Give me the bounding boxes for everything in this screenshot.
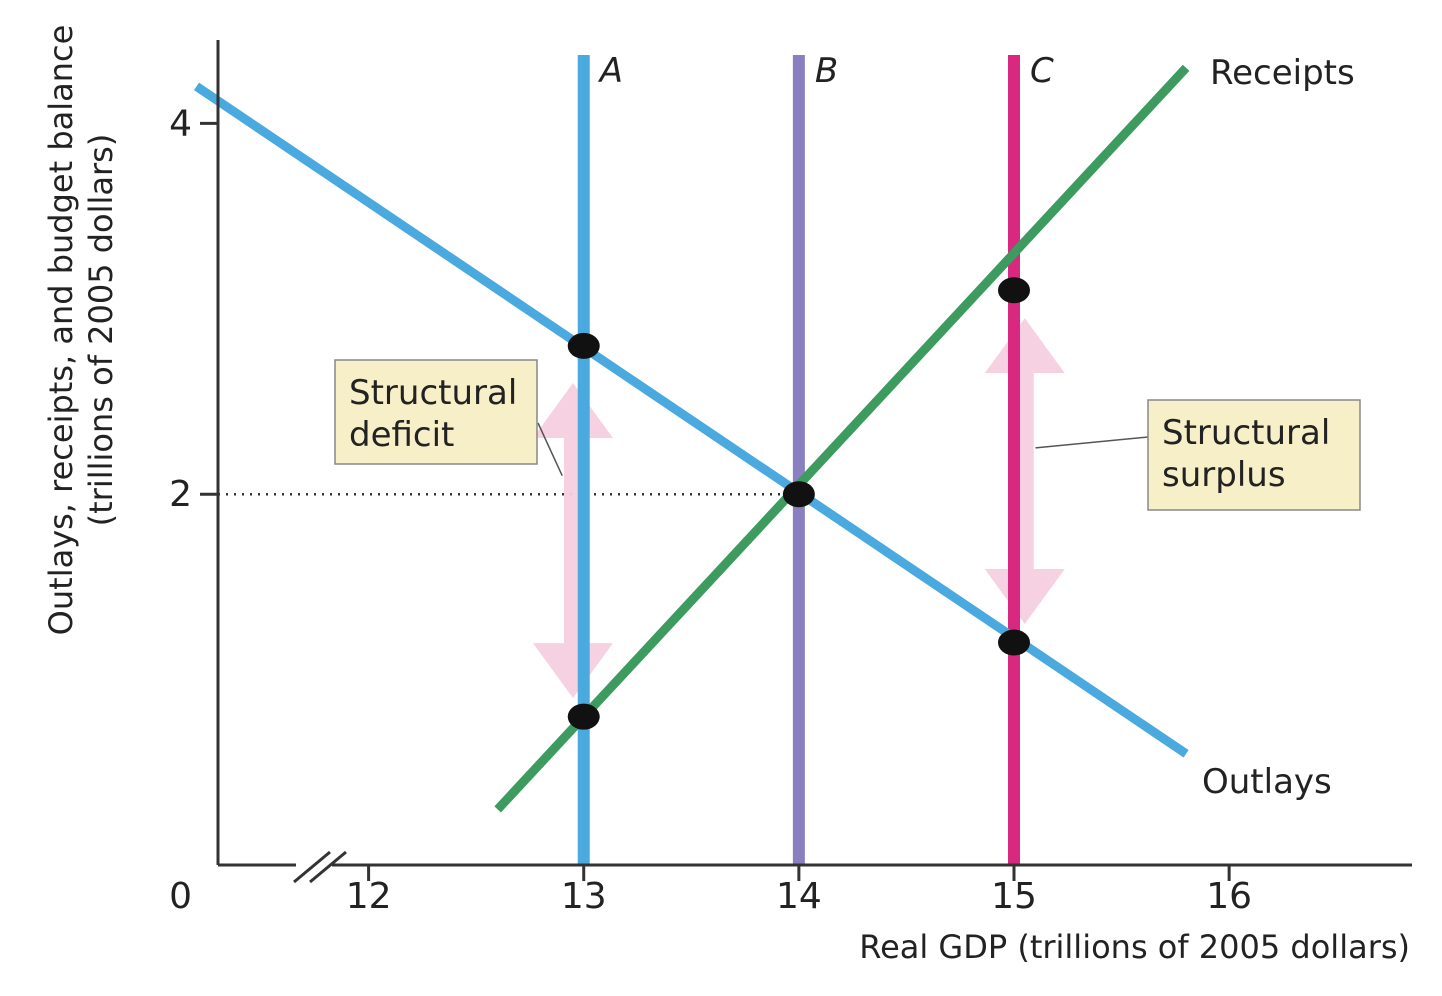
intersection-point-1 (567, 332, 600, 359)
double-arrow-1 (532, 382, 613, 699)
arrows-layer (532, 318, 1065, 699)
intersection-point-3 (782, 481, 815, 508)
structural-surplus-text-2: surplus (1162, 455, 1286, 495)
y-tick-label-4: 4 (169, 103, 192, 144)
y-tick-label-2: 2 (169, 474, 192, 515)
labels-layer: A B C 12 13 14 15 16 2 4 0 Real GDP (trillions of 2… (42, 25, 1410, 966)
intersection-point-5 (998, 629, 1030, 656)
intersection-point-2 (567, 703, 600, 730)
series-label-receipts: Receipts (1210, 53, 1355, 93)
vertical-line-label-c: C (1030, 51, 1054, 91)
axes (200, 40, 1412, 884)
origin-label: 0 (169, 876, 192, 917)
vertical-lines-layer (577, 55, 1020, 865)
x-tick-label-14: 14 (776, 876, 822, 917)
intersection-point-4 (998, 277, 1030, 304)
y-axis-title-line-1: Outlays, receipts, and budget balance (42, 25, 80, 636)
x-tick-label-13: 13 (561, 876, 607, 917)
structural-deficit-box (334, 359, 538, 465)
x-axis-title: Real GDP (trillions of 2005 dollars) (859, 928, 1410, 966)
structural-deficit-text-2: deficit (349, 415, 454, 455)
series-label-outlays: Outlays (1202, 762, 1332, 802)
axis-break-mark-2 (309, 850, 347, 884)
x-tick-label-12: 12 (346, 876, 392, 917)
axis-break-mark-1 (293, 850, 331, 884)
points-layer (567, 277, 1030, 730)
series-line-receipts (494, 64, 1190, 813)
structural-surplus-text-1: Structural (1162, 413, 1330, 453)
structural-deficit-text-1: Structural (349, 373, 517, 413)
x-tick-label-15: 15 (991, 876, 1037, 917)
vertical-line-label-b: B (815, 51, 838, 91)
structural-deficit-leader (537, 422, 563, 476)
y-axis-title-line-2: (trillions of 2005 dollars) (82, 134, 120, 527)
x-tick-label-16: 16 (1206, 876, 1252, 917)
structural-surplus-leader (1035, 436, 1149, 449)
double-arrow-2 (984, 318, 1065, 624)
y-axis-title: Outlays, receipts, and budget balance(tr… (42, 25, 120, 636)
vertical-line-label-a: A (598, 51, 623, 91)
structural-surplus-box (1147, 399, 1361, 511)
